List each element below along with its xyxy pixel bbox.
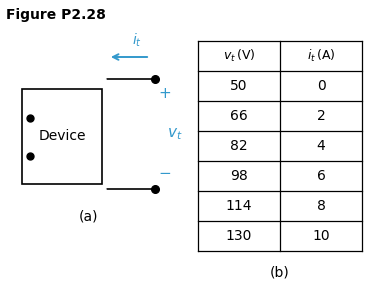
Text: Device: Device <box>38 129 86 144</box>
Text: $v_t\,\mathrm{(V)}$: $v_t\,\mathrm{(V)}$ <box>223 48 255 64</box>
Text: 0: 0 <box>317 79 325 93</box>
Text: 4: 4 <box>317 139 325 153</box>
Text: 10: 10 <box>312 229 330 243</box>
Text: 66: 66 <box>230 109 248 123</box>
Text: 2: 2 <box>317 109 325 123</box>
Text: 130: 130 <box>226 229 252 243</box>
Text: (b): (b) <box>270 265 290 279</box>
Text: (a): (a) <box>79 210 98 224</box>
Text: 114: 114 <box>226 199 252 213</box>
Text: 6: 6 <box>317 169 326 183</box>
Text: 98: 98 <box>230 169 248 183</box>
Text: 8: 8 <box>317 199 326 213</box>
Text: 82: 82 <box>230 139 248 153</box>
Text: −: − <box>159 166 171 181</box>
Text: 50: 50 <box>230 79 248 93</box>
Text: $i_t$: $i_t$ <box>132 32 142 49</box>
Text: $v_t$: $v_t$ <box>167 126 182 142</box>
Text: +: + <box>159 86 171 101</box>
Text: Figure P2.28: Figure P2.28 <box>6 8 106 22</box>
Text: $i_t\,\mathrm{(A)}$: $i_t\,\mathrm{(A)}$ <box>307 48 335 64</box>
Bar <box>22 89 102 184</box>
